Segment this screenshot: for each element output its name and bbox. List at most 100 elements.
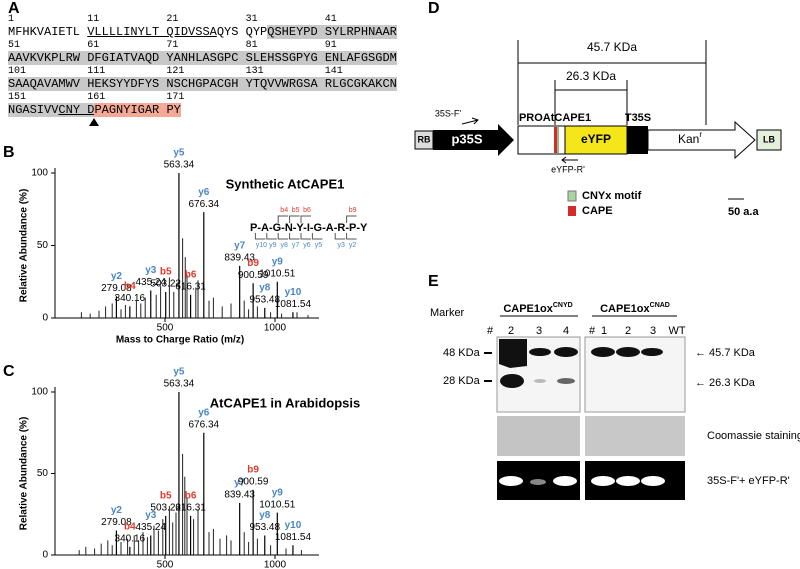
- chart-title: Synthetic AtCAPE1: [226, 176, 345, 191]
- y-ion-label: y8: [280, 242, 288, 249]
- residue-number: 91: [324, 40, 337, 51]
- lane-label: WT: [668, 325, 685, 337]
- size-label: 45.7 KDa: [587, 40, 637, 54]
- residue-numbers: 151 161 171: [8, 92, 408, 104]
- ion-mz-label: 839.43: [224, 489, 255, 500]
- y-ion-label: y7: [292, 242, 300, 249]
- sequence-segment: QYS QYP: [216, 25, 268, 39]
- cape-mark: [554, 127, 557, 153]
- sequence-segment: QSHEYPD SYLRPHNAAR: [267, 25, 397, 39]
- b-ion-bracket: [346, 215, 357, 223]
- y-tick-label: 100: [31, 168, 48, 179]
- y-ion-label: y3: [337, 242, 345, 249]
- ion-mz-label: 563.34: [164, 160, 195, 171]
- legend-swatch: [567, 190, 577, 202]
- gel-bands: [499, 476, 665, 486]
- ion-label: y6: [198, 407, 210, 418]
- ion-label: y8: [259, 510, 271, 521]
- sequence-segment: MFHKVAIETL: [8, 25, 88, 39]
- element-label: Kanr: [678, 130, 702, 146]
- promoter-arrow: [433, 124, 514, 156]
- x-tick-label: 500: [157, 560, 174, 569]
- b-ion-label: b5: [292, 207, 300, 214]
- y-axis-label: Relative Abundance (%): [19, 189, 30, 303]
- residue-number: 1: [8, 14, 15, 25]
- y-ion-label: y6: [303, 242, 311, 249]
- marker-heading: Marker: [430, 307, 465, 319]
- residue-number: 71: [166, 40, 179, 51]
- y-ion-bracket: [266, 233, 277, 240]
- coomassie-strip: [585, 416, 685, 456]
- x-tick-label: 1000: [264, 560, 287, 569]
- x-tick-label: 1000: [264, 323, 287, 334]
- ion-mz-label: 503.22: [150, 503, 181, 514]
- group-label: CAPE1oxCNYD: [503, 302, 572, 315]
- sequence-segment: VLLLLINYLT QIDVSSA: [87, 25, 217, 39]
- peptide: P-A-G-N-Y-I-G-A-R-P-Y: [250, 222, 368, 234]
- y-tick-label: 0: [42, 313, 48, 324]
- ion-mz-label: 616.31: [175, 503, 206, 514]
- sequence-segment: NGASIVV: [8, 103, 59, 117]
- lane-label: 2: [508, 325, 514, 337]
- sequence-line: NGASIVVCNY DPAGNYIGAR PY: [8, 103, 181, 117]
- band-label: ← 45.7 KDa: [695, 347, 756, 359]
- ion-mz-label: 953.48: [249, 522, 280, 533]
- y-ion-label: y5: [315, 242, 323, 249]
- ion-label: y3: [145, 265, 157, 276]
- ion-label: b5: [160, 267, 172, 278]
- lane-label: #: [589, 325, 596, 337]
- ion-label: b5: [160, 491, 172, 502]
- cny-mark: [557, 127, 559, 153]
- ion-label: b9: [247, 464, 259, 475]
- lane-label: #: [487, 325, 494, 337]
- ion-mz-label: 563.34: [164, 379, 195, 390]
- size-brackets: [517, 40, 707, 125]
- element-label: T35S: [625, 112, 651, 124]
- size-label: 26.3 KDa: [566, 69, 616, 83]
- sequence-row: 51 61 71 81 91 AAVKVKPLRW DFGIATVAQD YANHLASG…: [8, 40, 408, 66]
- ion-label: y6: [198, 187, 210, 198]
- y-ion-label: y10: [256, 242, 267, 249]
- y-ion-bracket: [300, 233, 311, 240]
- residue-numbers: 51 61 71 81 91: [8, 40, 408, 52]
- panel-label: B: [3, 144, 15, 161]
- y-ion-bracket: [311, 233, 323, 240]
- b-ion-label: b9: [349, 207, 357, 214]
- y-tick-label: 50: [37, 468, 49, 479]
- primer-arrow: [561, 156, 578, 164]
- residue-number: 51: [8, 40, 21, 51]
- residue-number: 81: [245, 40, 258, 51]
- ion-mz-label: 435.24: [135, 277, 166, 288]
- residue-numbers: 101 111 121 131 141: [8, 66, 408, 78]
- lane-label: 1: [601, 325, 607, 337]
- ion-label: b6: [185, 491, 197, 502]
- residue-number: 61: [87, 40, 100, 51]
- residue-number: 21: [166, 14, 179, 25]
- y-ion-bracket: [346, 233, 357, 240]
- ion-label: y7: [234, 477, 246, 488]
- residue-number: 11: [87, 14, 100, 25]
- ion-mz-label: 900.59: [238, 270, 269, 281]
- residue-number: 131: [245, 66, 264, 77]
- panel-label: D: [428, 0, 440, 17]
- y-tick-label: 50: [37, 240, 49, 251]
- lane-label: 4: [563, 325, 569, 337]
- b-ion-bracket: [300, 215, 311, 223]
- residue-number: 111: [87, 66, 106, 77]
- y-ion-bracket: [289, 233, 300, 240]
- residue-number: 151: [8, 92, 27, 103]
- primer-label: 35S-F': [435, 108, 462, 118]
- sequence-segment: AAVKVKPLRW DFGIATVAQD YANHLASGPC SLEHSSG…: [8, 51, 397, 65]
- lane-label: 3: [536, 325, 542, 337]
- ion-mz-label: 503.22: [150, 279, 181, 290]
- ion-label: y5: [173, 148, 185, 159]
- group-name: CAPE1ox: [600, 303, 650, 315]
- y-tick-label: 0: [42, 550, 48, 561]
- sequence-row: 151 161 171 NGASIVVCNY DPAGNYIGAR PY: [8, 92, 408, 126]
- ion-label: b4: [124, 281, 136, 292]
- ion-mz-label: 953.48: [249, 294, 280, 305]
- ion-mz-label: 340.16: [115, 533, 146, 544]
- panel-label: A: [8, 0, 20, 17]
- sequence-line: SAAQAVAMWV HEKSYYDFYS NSCHGPACGH YTQVVWR…: [8, 77, 397, 91]
